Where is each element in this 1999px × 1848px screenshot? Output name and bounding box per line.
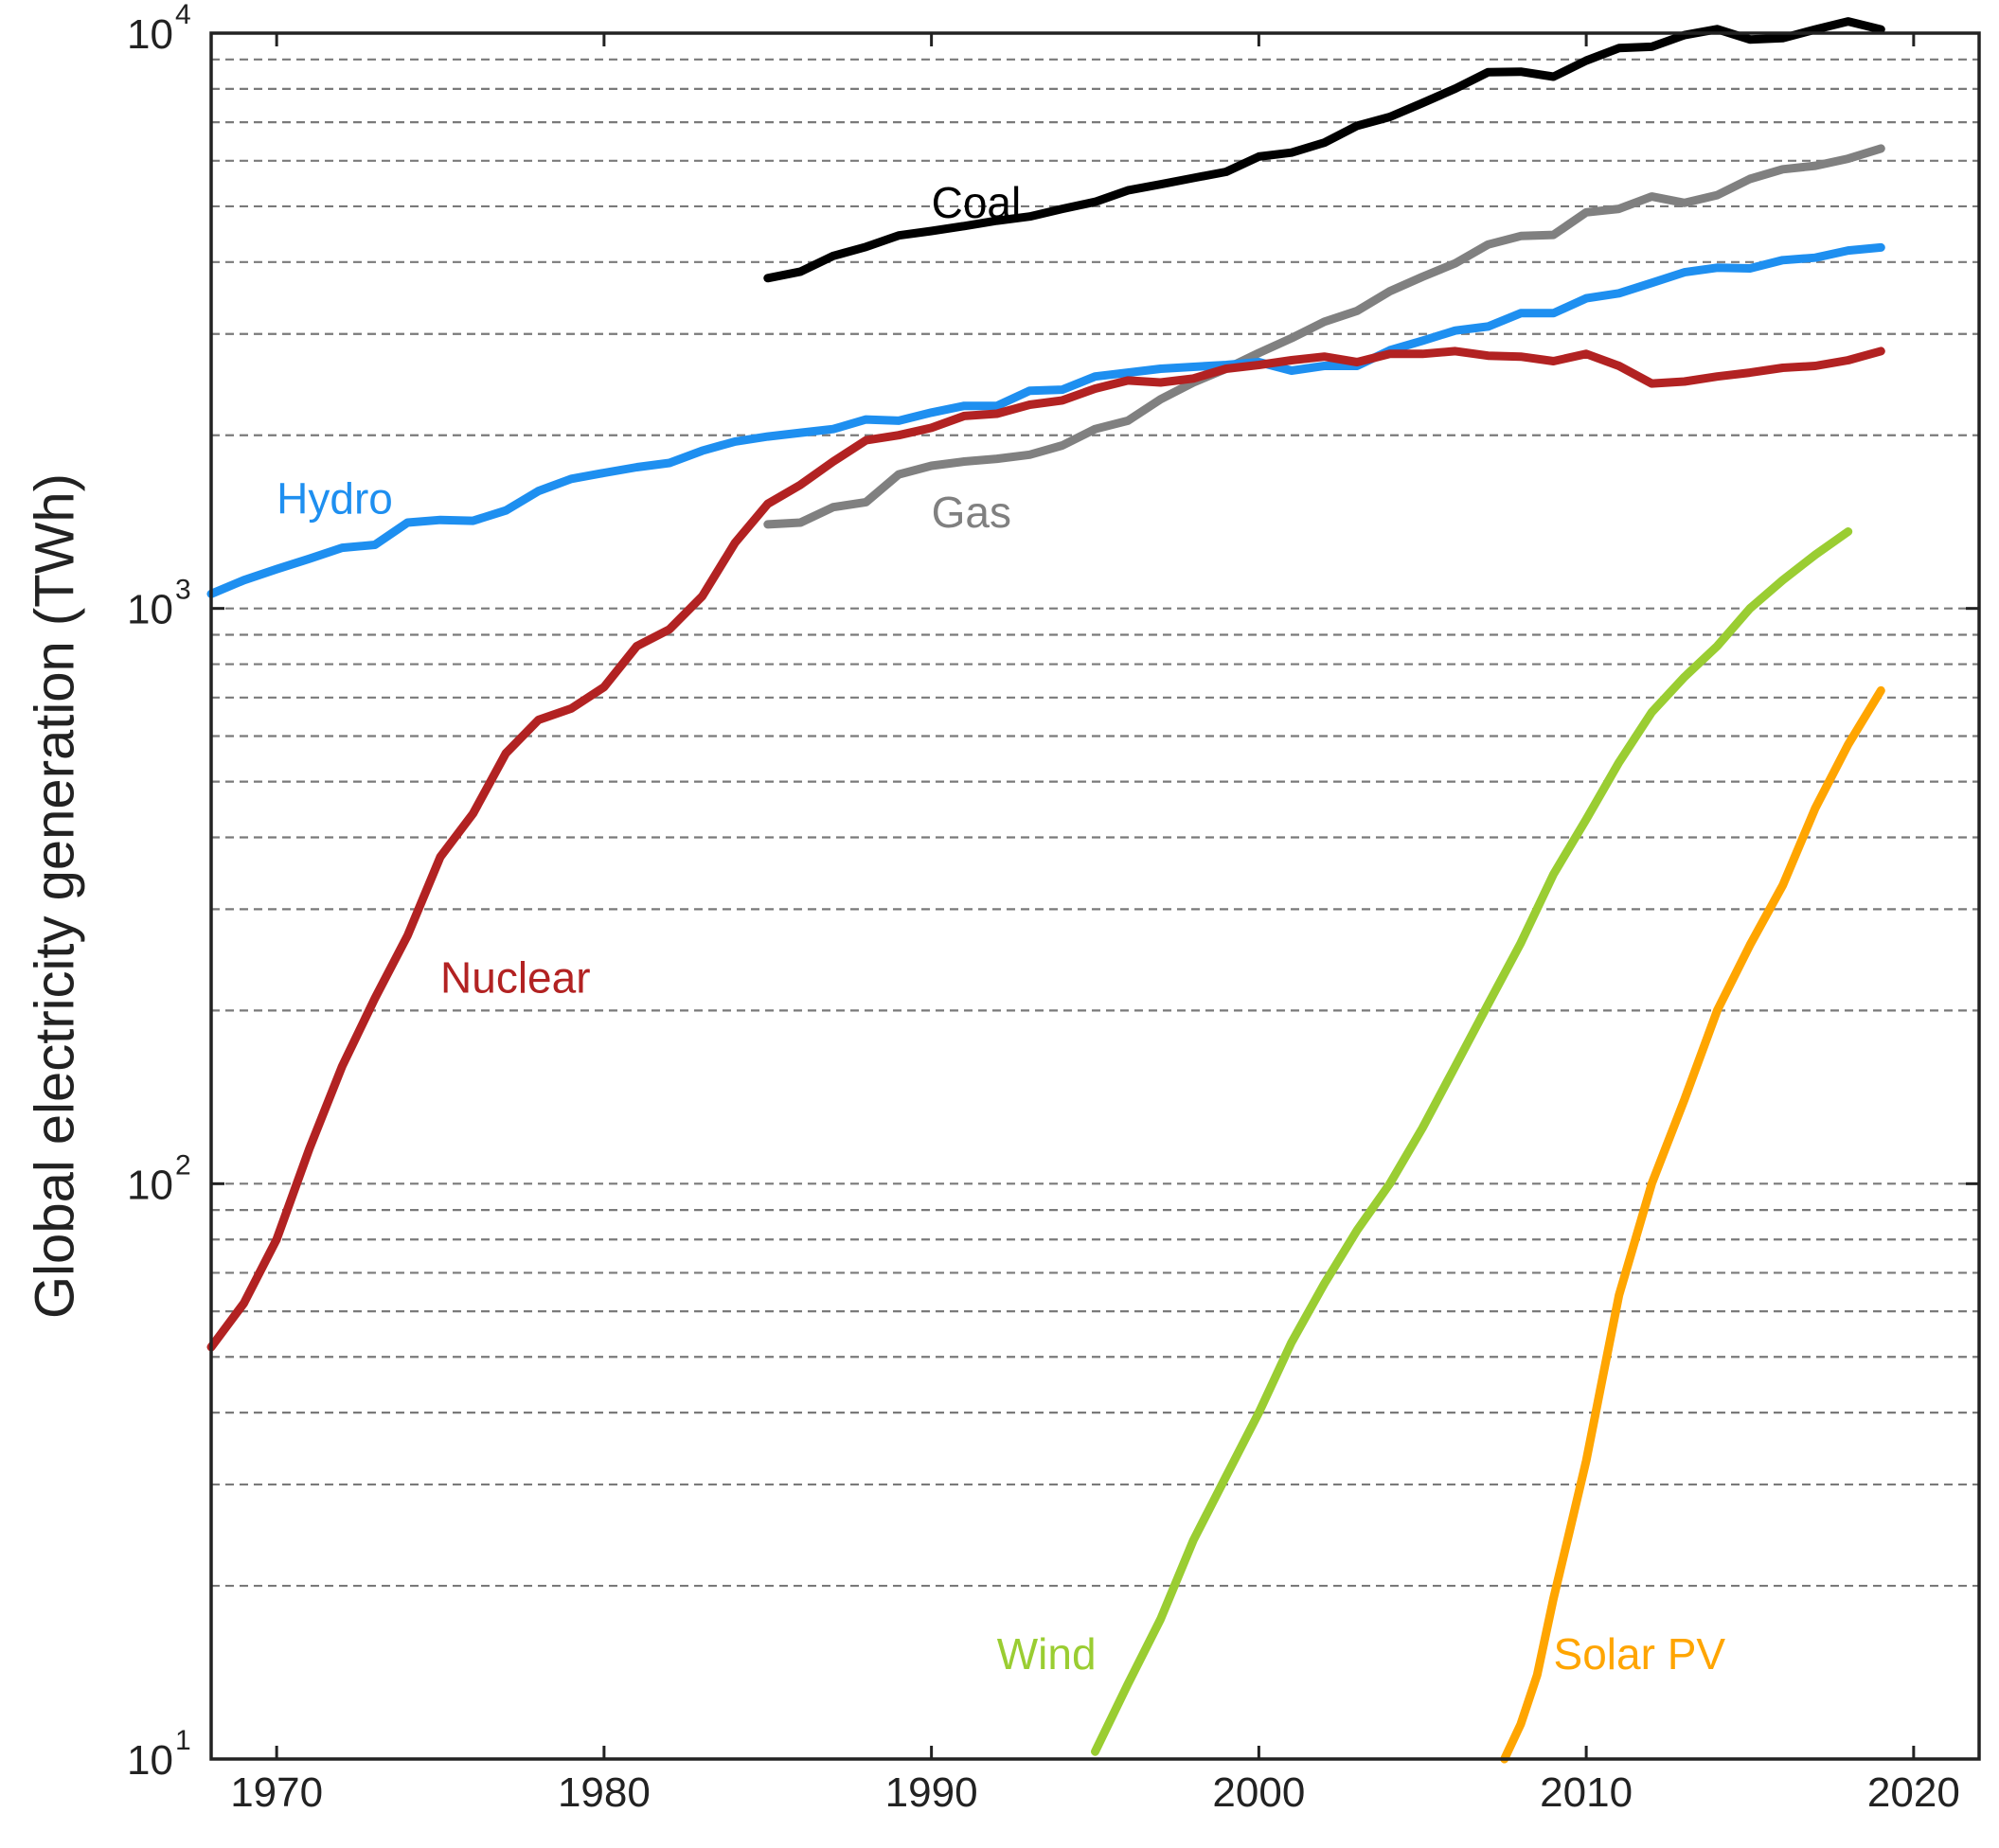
- series-labels: Coal Gas Hydro Nuclear Wind Solar PV: [277, 178, 1725, 1679]
- y-tick-label: 10: [127, 11, 173, 58]
- series-label-nuclear: Nuclear: [440, 952, 591, 1002]
- series-label-coal: Coal: [932, 178, 1022, 227]
- y-tick-label: 10: [127, 587, 173, 633]
- series-label-wind: Wind: [997, 1629, 1097, 1679]
- series-line-solar-pv: [1500, 685, 1885, 1764]
- y-tick-label: 10: [127, 1737, 173, 1784]
- y-tick-label-exponent: 3: [175, 575, 191, 606]
- x-tick-label: 2010: [1540, 1769, 1633, 1816]
- series-label-gas: Gas: [932, 488, 1011, 537]
- x-tick-label: 1970: [230, 1769, 323, 1816]
- y-tick-label-exponent: 1: [175, 1725, 191, 1756]
- y-axis-title: Global electricity generation (TWh): [24, 473, 85, 1319]
- x-tick-label: 1990: [885, 1769, 978, 1816]
- y-tick-label: 10: [127, 1162, 173, 1208]
- y-tick-label-exponent: 2: [175, 1149, 191, 1181]
- plot-frame: [209, 31, 1981, 1761]
- grid-lines: [211, 31, 1979, 1588]
- series-line-nuclear: [206, 346, 1885, 1352]
- x-tick-label: 2000: [1212, 1769, 1305, 1816]
- x-tick-label: 1980: [558, 1769, 651, 1816]
- series-line-gas: [763, 144, 1885, 529]
- series-line-hydro: [206, 242, 1885, 598]
- series-label-solar-pv: Solar PV: [1554, 1629, 1726, 1679]
- series-line-wind: [1091, 527, 1853, 1756]
- series-label-hydro: Hydro: [277, 474, 393, 524]
- y-tick-label-exponent: 4: [175, 0, 191, 30]
- x-tick-label: 2020: [1867, 1769, 1960, 1816]
